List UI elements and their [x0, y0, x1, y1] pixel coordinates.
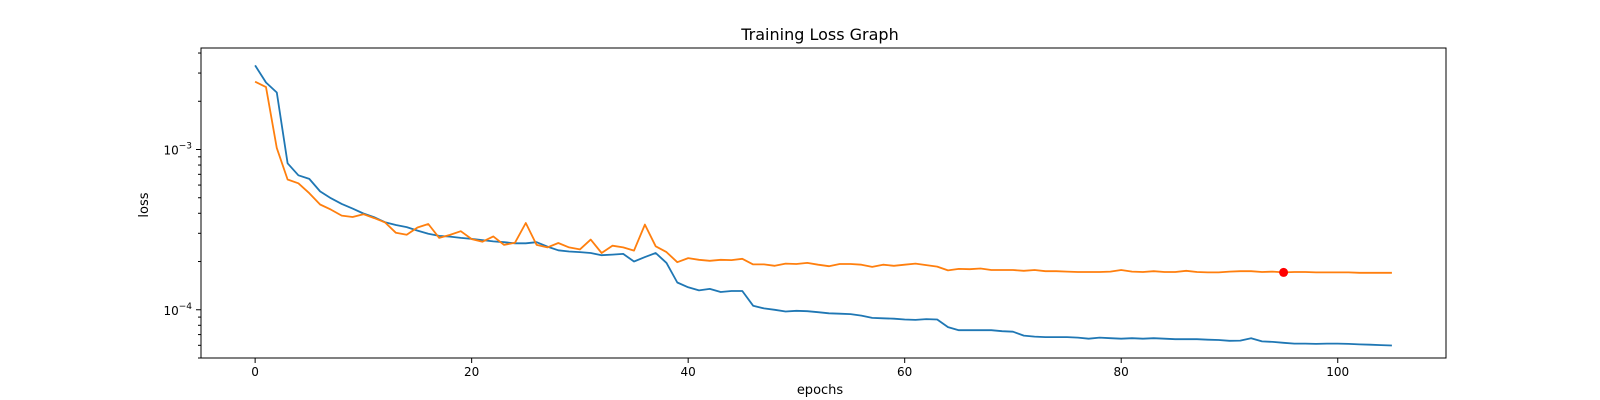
plot-frame — [200, 47, 1447, 359]
y-tick-label: 10−3 — [163, 142, 192, 158]
x-tick-label: 80 — [1114, 365, 1129, 379]
series-line-2 — [254, 80, 1392, 274]
y-tick-label: 10−4 — [163, 302, 192, 318]
series-layer — [254, 64, 1392, 347]
series-line-1 — [254, 64, 1392, 347]
x-tick-label: 20 — [464, 365, 479, 379]
highlight-point — [1279, 267, 1289, 277]
y-axis-label: loss — [137, 192, 152, 217]
x-tick-label: 40 — [681, 365, 696, 379]
x-tick-label: 0 — [251, 365, 259, 379]
chart-title: Training Loss Graph — [740, 25, 898, 44]
x-tick-label: 100 — [1326, 365, 1349, 379]
x-tick-label: 60 — [897, 365, 912, 379]
x-axis-label: epochs — [797, 383, 844, 398]
ticks-layer: 0 20 40 60 80 100 10−3 10−4 — [163, 52, 1349, 379]
